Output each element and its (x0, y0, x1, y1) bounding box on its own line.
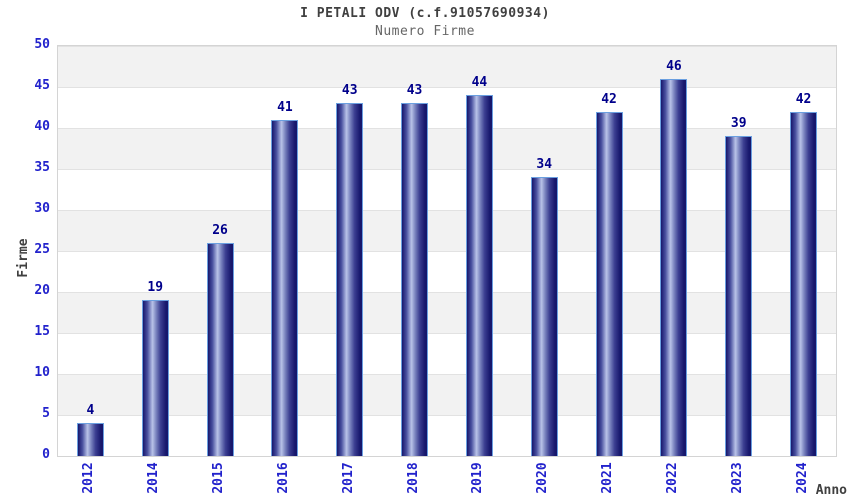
x-axis-title: Anno (815, 483, 847, 498)
bar-value-label: 43 (406, 83, 423, 99)
bar-value-label: 26 (212, 222, 228, 238)
bar-value-label: 42 (601, 91, 617, 107)
y-axis-title: Firme (16, 238, 31, 278)
x-tick-label: 2015 (211, 462, 227, 494)
bar (141, 300, 169, 456)
bar-value-label: 41 (277, 99, 293, 115)
x-tick-label: 2021 (600, 462, 616, 494)
x-tick-label: 2020 (535, 462, 551, 494)
chart-title: I PETALI ODV (c.f.91057690934) (300, 6, 550, 21)
x-tick-label: 2023 (729, 462, 745, 494)
bar-value-label: 44 (471, 75, 488, 91)
x-tick-label: 2018 (405, 462, 421, 494)
bar-value-label: 42 (795, 91, 812, 107)
bar-value-label: 46 (666, 58, 682, 74)
y-tick-label: 15 (34, 324, 50, 339)
x-tick-label: 2012 (81, 462, 97, 494)
y-tick-label: 35 (34, 160, 50, 175)
x-tick-label: 2024 (794, 462, 810, 494)
bar-value-label: 19 (147, 280, 164, 296)
y-tick-label: 20 (34, 283, 50, 298)
bar-value-label: 4 (86, 403, 95, 419)
bar-value-label: 39 (730, 116, 747, 132)
bar (530, 177, 558, 456)
bar (790, 111, 818, 456)
bar (465, 95, 493, 456)
y-tick-label: 5 (42, 406, 50, 421)
y-tick-label: 10 (34, 365, 50, 380)
bar-value-label: 43 (341, 83, 358, 99)
y-tick-label: 45 (34, 78, 50, 93)
bar (660, 78, 688, 456)
bar (336, 103, 364, 456)
y-tick-label: 30 (34, 201, 50, 216)
y-tick-label: 40 (34, 119, 50, 134)
x-tick-label: 2017 (340, 462, 356, 494)
chart-subtitle: Numero Firme (375, 24, 475, 39)
bar-value-label: 34 (536, 157, 553, 173)
y-tick-label: 25 (34, 242, 50, 257)
bar (725, 136, 753, 456)
y-tick-label: 0 (42, 447, 50, 462)
bar (76, 423, 104, 456)
bar (401, 103, 429, 456)
plot-area: 4 19 26 41 43 43 44 34 42 46 39 42 (57, 45, 837, 457)
x-tick-label: 2019 (470, 462, 486, 494)
bar (206, 242, 234, 456)
bar (271, 119, 299, 456)
y-tick-label: 50 (34, 37, 50, 52)
x-tick-label: 2016 (275, 462, 291, 494)
x-tick-label: 2022 (664, 462, 680, 494)
x-tick-label: 2014 (146, 462, 162, 494)
bar (595, 111, 623, 456)
